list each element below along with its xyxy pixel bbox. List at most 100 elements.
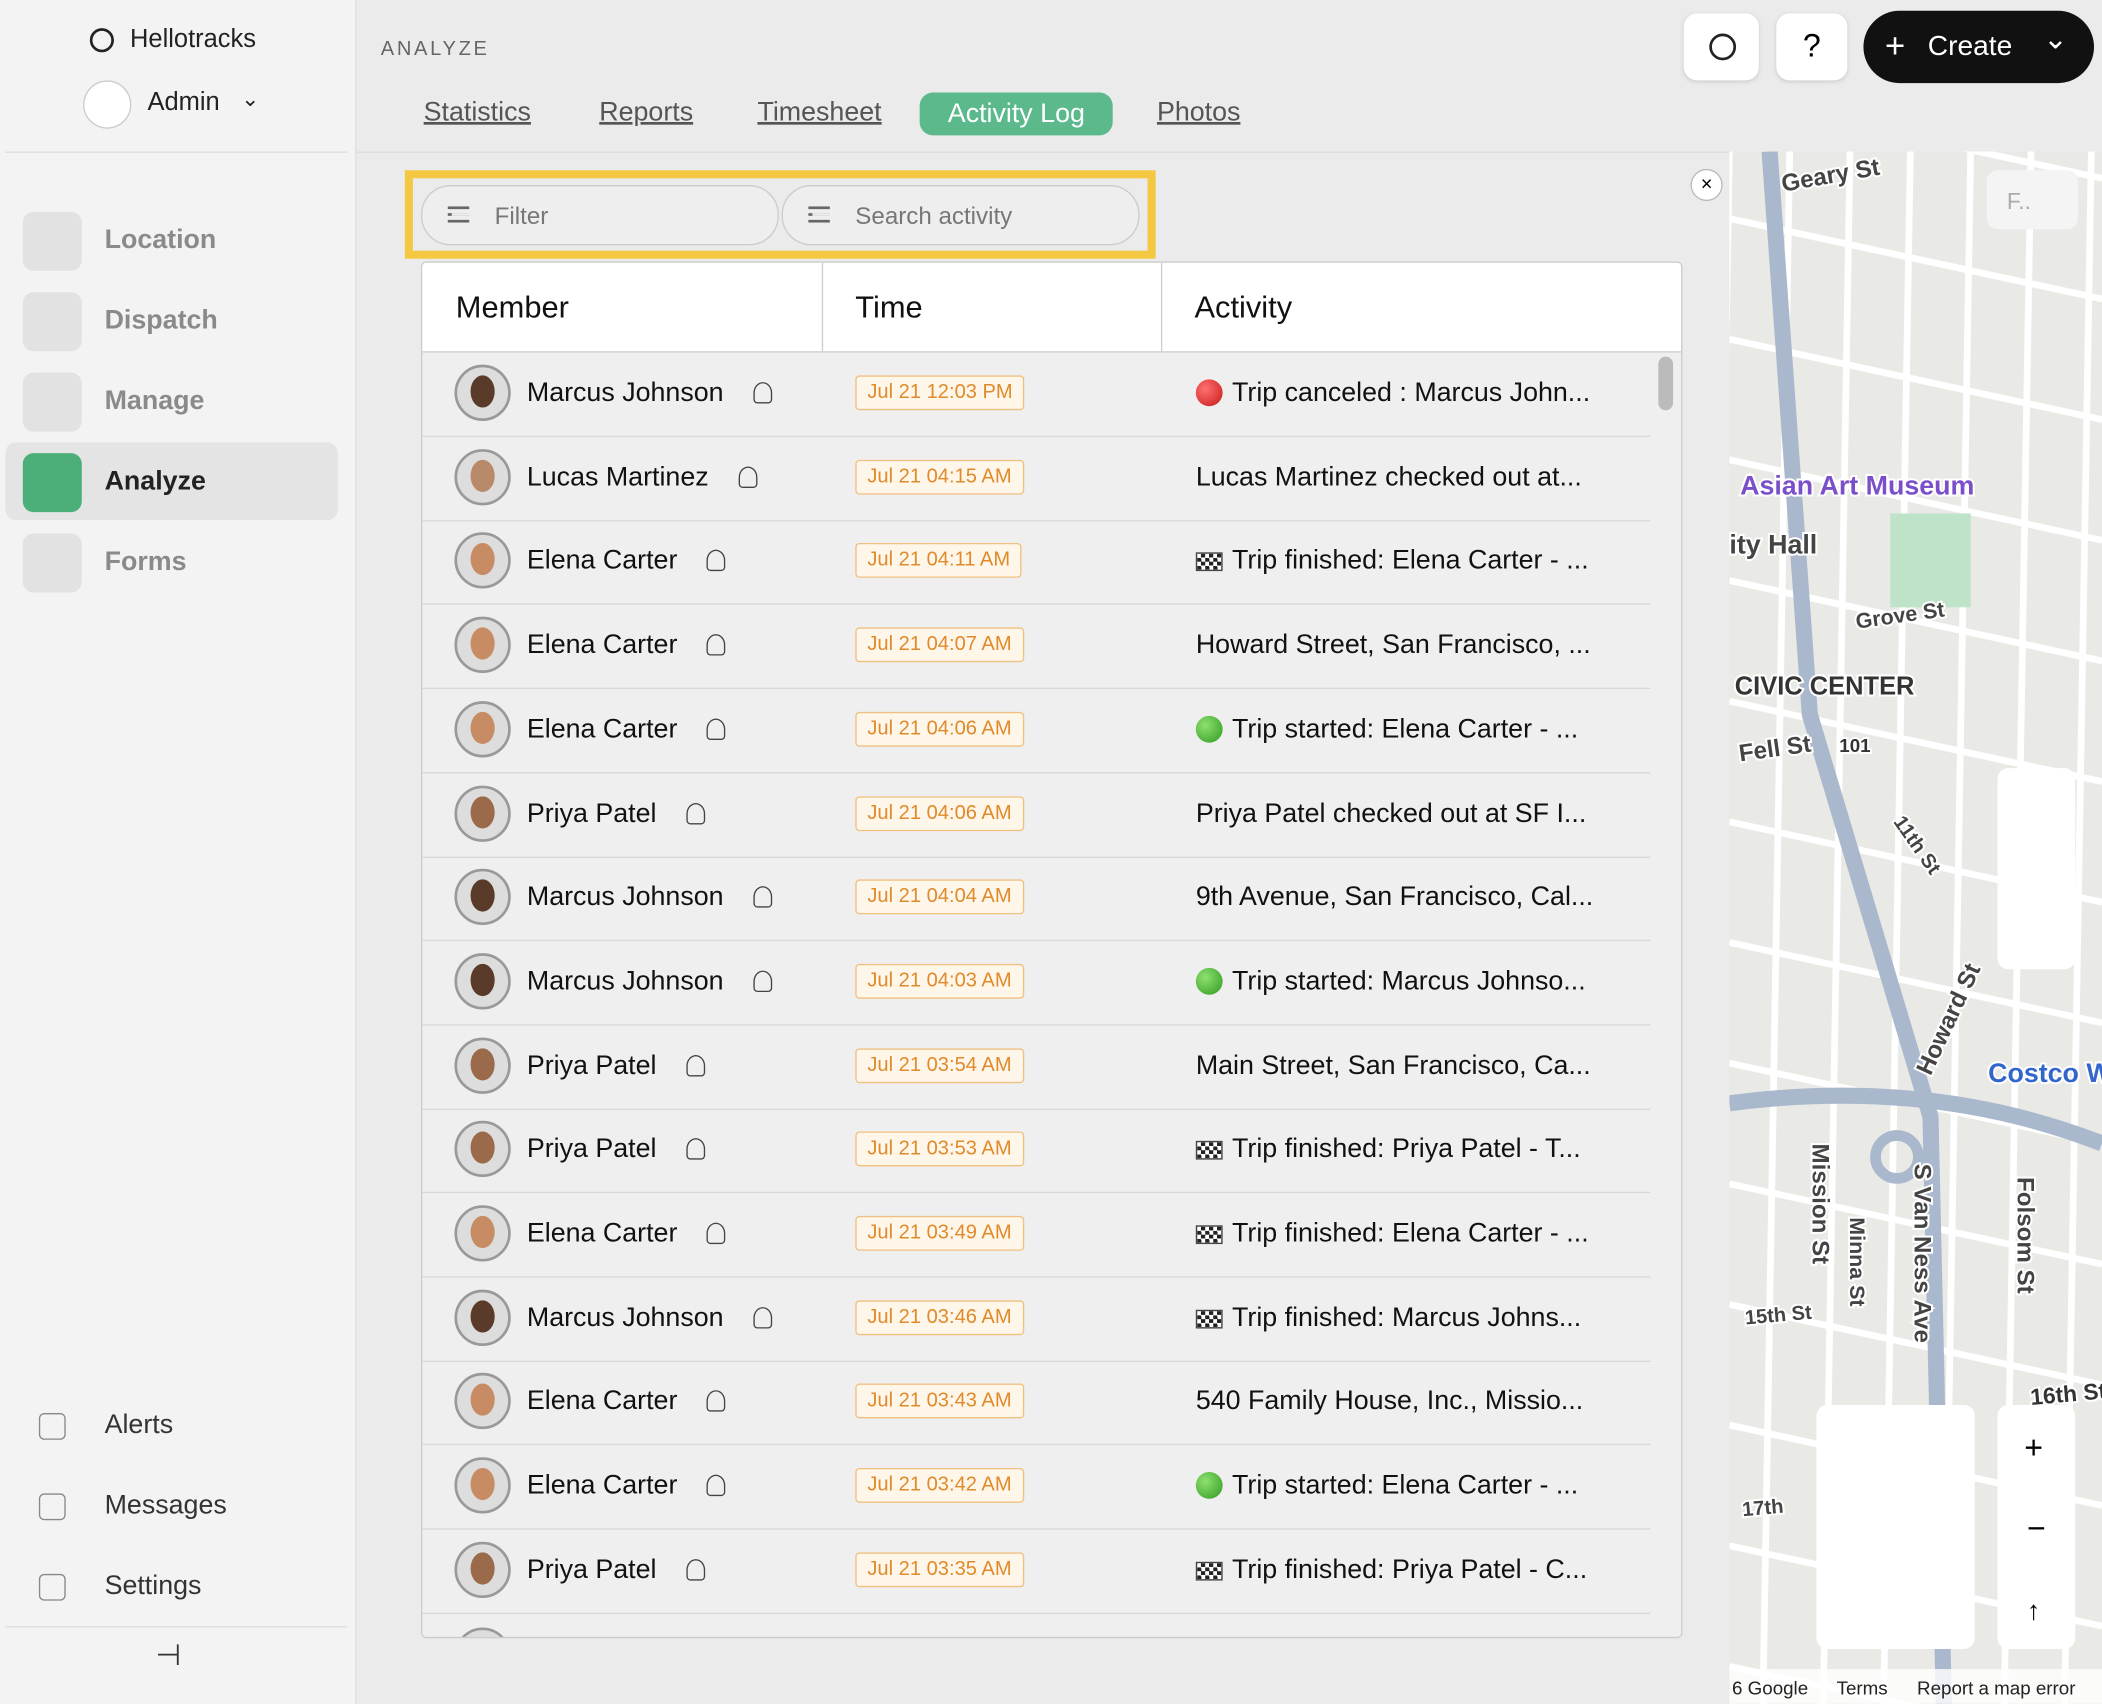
person-icon <box>753 382 773 404</box>
zoom-controls <box>1997 1404 2076 1649</box>
person-icon <box>706 1390 726 1413</box>
avatar-face <box>470 963 495 996</box>
map-label: 17th <box>1741 1496 1784 1522</box>
filter-input[interactable]: Filter <box>420 185 779 246</box>
avatar <box>454 1121 511 1178</box>
map-label: 101 <box>1839 735 1870 756</box>
time-badge: Jul 21 03:54 AM <box>855 1047 1024 1083</box>
nav-item[interactable]: Forms <box>104 546 187 577</box>
person-icon <box>686 802 706 824</box>
search-input[interactable]: Search activity <box>781 185 1140 246</box>
avatar <box>454 953 511 1010</box>
status-dot <box>1195 715 1223 743</box>
table-row[interactable]: Priya Patel Jul 21 03:53 AM Trip finished:… <box>422 1109 1651 1194</box>
activity-text: Trip started: Elena Carter - ... <box>1232 1470 1579 1501</box>
nav-item[interactable]: Dispatch <box>104 305 218 336</box>
user-avatar <box>83 80 132 129</box>
bottom-icon <box>38 1412 66 1440</box>
tab[interactable]: Timesheet <box>757 97 882 128</box>
nav-icon <box>22 372 82 432</box>
member-name: Elena Carter <box>526 1470 678 1501</box>
zoom-in: + <box>2024 1430 2043 1466</box>
activity-text: Priya Patel checked out at SF I... <box>1195 798 1587 828</box>
ramp <box>1870 1130 1924 1184</box>
help-button[interactable]: ? <box>1776 13 1848 81</box>
table-row[interactable]: Lucas Martinez Jul 21 04:15 AM Lucas Marti… <box>422 437 1651 522</box>
activity-text: Lucas Martinez checked out at... <box>1195 462 1582 492</box>
create-button[interactable]: + Create ⌄ <box>1863 10 2095 84</box>
bottom-item[interactable]: Alerts <box>104 1410 174 1440</box>
person-icon <box>706 550 726 572</box>
user[interactable]: Admin <box>147 88 220 117</box>
person-icon <box>706 1474 726 1497</box>
bottom-icon <box>38 1493 66 1521</box>
table-row[interactable]: Elena Carter Jul 21 03:49 AM Trip finished… <box>422 1193 1651 1278</box>
time-badge: Jul 21 04:11 AM <box>855 543 1023 579</box>
nav-icon <box>22 533 82 593</box>
tab[interactable]: Reports <box>599 97 694 128</box>
table-row[interactable]: Elena Carter Jul 21 03:42 AM Trip started:… <box>422 1445 1651 1530</box>
table-row[interactable]: Priya Patel Jul 21 04:06 AM Priya Patel ch… <box>422 773 1651 858</box>
placeholder: Filter <box>494 202 549 230</box>
map-label: Asian Art Museum <box>1740 471 1974 501</box>
finish-flag <box>1195 1225 1223 1245</box>
bottom-item[interactable]: Messages <box>104 1490 227 1521</box>
person-icon <box>753 1306 773 1329</box>
avatar <box>454 1457 511 1514</box>
avatar-face <box>470 879 495 912</box>
nav-icon <box>22 211 82 271</box>
table-row[interactable]: Marcus Johnson Jul 21 03:46 AM Trip finish… <box>422 1277 1651 1362</box>
time-badge: Jul 21 04:06 AM <box>855 795 1024 831</box>
activity-text: Trip finished: Elena Carter - ... <box>1232 546 1589 576</box>
activity-text: Trip finished: Marcus Johns... <box>1232 1302 1582 1333</box>
table-row[interactable]: Elena Carter Jul 21 03:43 AM 540 Family Ho… <box>422 1361 1651 1446</box>
brand-logo <box>89 28 114 53</box>
person-icon <box>738 466 758 488</box>
finish-flag <box>1195 552 1223 572</box>
member-name: Priya Patel <box>526 1134 657 1165</box>
avatar-face <box>470 795 495 828</box>
brand: Hellotracks <box>130 25 257 54</box>
freeway <box>1729 1087 2102 1152</box>
table-row[interactable]: Priya Patel Jul 21 03:35 AM Trip finished:… <box>422 1529 1651 1614</box>
avatar <box>454 364 511 421</box>
member-name: Marcus Johnson <box>526 1302 724 1333</box>
bottom-item[interactable]: Settings <box>104 1571 202 1601</box>
column-header: Activity <box>1194 289 1293 325</box>
map-label: Folsom St <box>2012 1177 2039 1294</box>
table-row[interactable]: Marcus Johnson Jul 21 04:03 AM Trip starte… <box>422 941 1651 1026</box>
tab[interactable]: Photos <box>1156 97 1241 128</box>
person-icon <box>706 634 726 656</box>
divider <box>5 151 348 153</box>
pin: ⊣ <box>155 1638 182 1672</box>
table-row[interactable]: Elena Carter Jul 21 04:11 AM Trip finished… <box>422 521 1651 606</box>
close-button[interactable]: × <box>1690 168 1723 202</box>
avatar <box>454 448 511 505</box>
time-badge: Jul 21 04:04 AM <box>855 879 1024 915</box>
time-badge: Jul 21 04:07 AM <box>855 627 1024 663</box>
nav-item[interactable]: Manage <box>104 386 205 416</box>
table-row[interactable]: Elena Carter Jul 21 04:06 AM Trip started:… <box>422 689 1651 774</box>
tab[interactable]: Statistics <box>423 97 531 128</box>
activity-text: Trip canceled : Marcus John... <box>1232 378 1591 408</box>
activity-text: Trip started: Marcus Johnso... <box>1232 966 1586 996</box>
table-row[interactable]: Marcus Johnson Jul 21 04:04 AM 9th Avenue,… <box>422 857 1651 942</box>
divider <box>5 1626 348 1628</box>
nav-item[interactable]: Analyze <box>104 466 206 497</box>
table-row[interactable]: Elena Carter Jul 21 04:07 AM Howard Street… <box>422 605 1651 690</box>
avatar <box>454 784 511 842</box>
avatar <box>454 1373 511 1430</box>
map-label: ity Hall <box>1729 530 1817 560</box>
avatar <box>454 1205 511 1262</box>
nav-icon <box>22 453 82 513</box>
table: Member Time Activity Marcus Johnson Jul 21 1… <box>420 261 1683 1639</box>
table-row[interactable]: Priya Patel Jul 21 03:54 AM Main Street, S… <box>422 1025 1651 1110</box>
chevron: ⌄ <box>241 88 260 112</box>
nav-item[interactable]: Location <box>104 225 217 255</box>
table-row[interactable]: Marcus Johnson Jul 21 12:03 PM Trip cancel… <box>422 353 1651 438</box>
activity-text: Trip started: Elena Carter - ... <box>1232 714 1579 744</box>
tab[interactable]: Activity Log <box>919 92 1114 136</box>
map-label: CIVIC CENTER <box>1735 672 1915 700</box>
person-icon <box>706 718 726 740</box>
